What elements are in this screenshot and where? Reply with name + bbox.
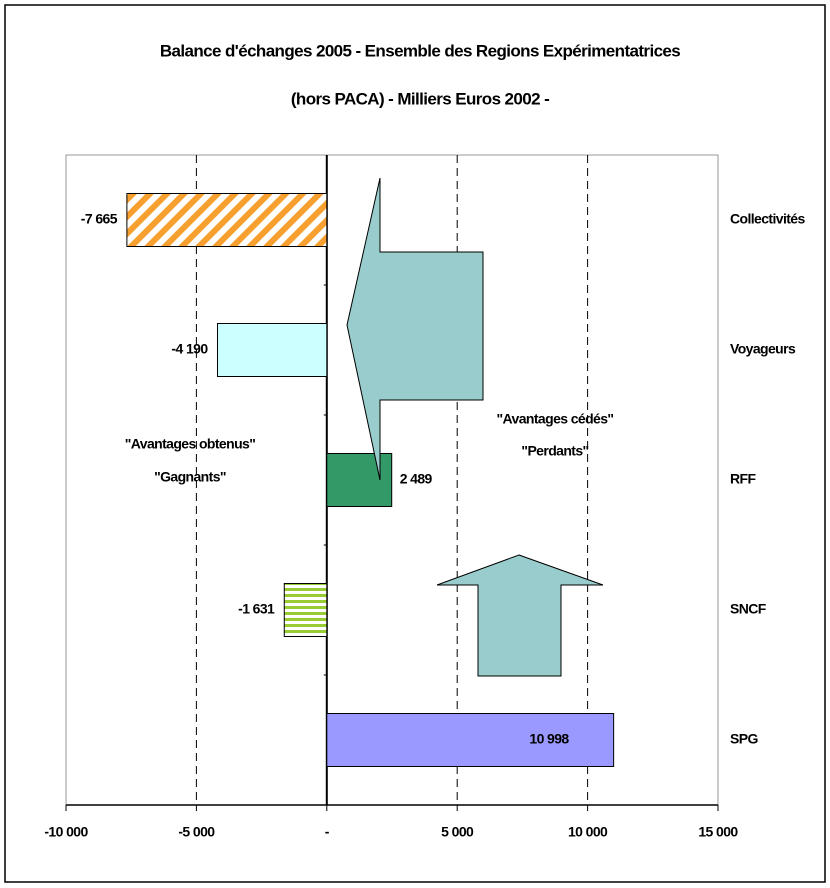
y-tick-label: Voyageurs bbox=[730, 341, 796, 357]
bar bbox=[326, 713, 615, 767]
x-tick-label: 15 000 bbox=[698, 824, 738, 840]
y-tick-label: RFF bbox=[730, 471, 756, 487]
x-tick-label: -10 000 bbox=[44, 824, 88, 840]
arrow-left bbox=[346, 177, 484, 481]
y-tick-label: SNCF bbox=[730, 601, 767, 617]
x-tick-label: - bbox=[325, 824, 330, 840]
y-tick-label: SPG bbox=[730, 731, 758, 747]
data-label: -7 665 bbox=[81, 211, 118, 227]
y-tick-label: Collectivités bbox=[730, 211, 805, 227]
data-label: -1 631 bbox=[238, 601, 275, 617]
chart-title: (hors PACA) - Milliers Euros 2002 - bbox=[291, 89, 549, 108]
data-label: -4 190 bbox=[171, 341, 208, 357]
annotation: "Perdants" bbox=[521, 443, 588, 459]
plot: -10 000 -5 000-5 000 10 000 15 000Collectiv… bbox=[44, 155, 806, 840]
arrow-up bbox=[436, 554, 604, 677]
bar bbox=[126, 193, 328, 247]
annotation: "Avantages cédés" bbox=[497, 411, 614, 427]
x-tick-label: 10 000 bbox=[568, 824, 608, 840]
bar bbox=[326, 453, 393, 507]
annotation: "Gagnants" bbox=[154, 469, 226, 485]
data-label: 2 489 bbox=[400, 471, 433, 487]
data-label: 10 998 bbox=[529, 731, 569, 747]
bar bbox=[217, 323, 328, 377]
x-tick-label: 5 000 bbox=[441, 824, 474, 840]
chart-title: Balance d'échanges 2005 - Ensemble des R… bbox=[160, 41, 680, 60]
annotation: "Avantages obtenus" bbox=[125, 436, 256, 452]
bar bbox=[283, 583, 328, 637]
x-tick-label: -5 000 bbox=[178, 824, 215, 840]
